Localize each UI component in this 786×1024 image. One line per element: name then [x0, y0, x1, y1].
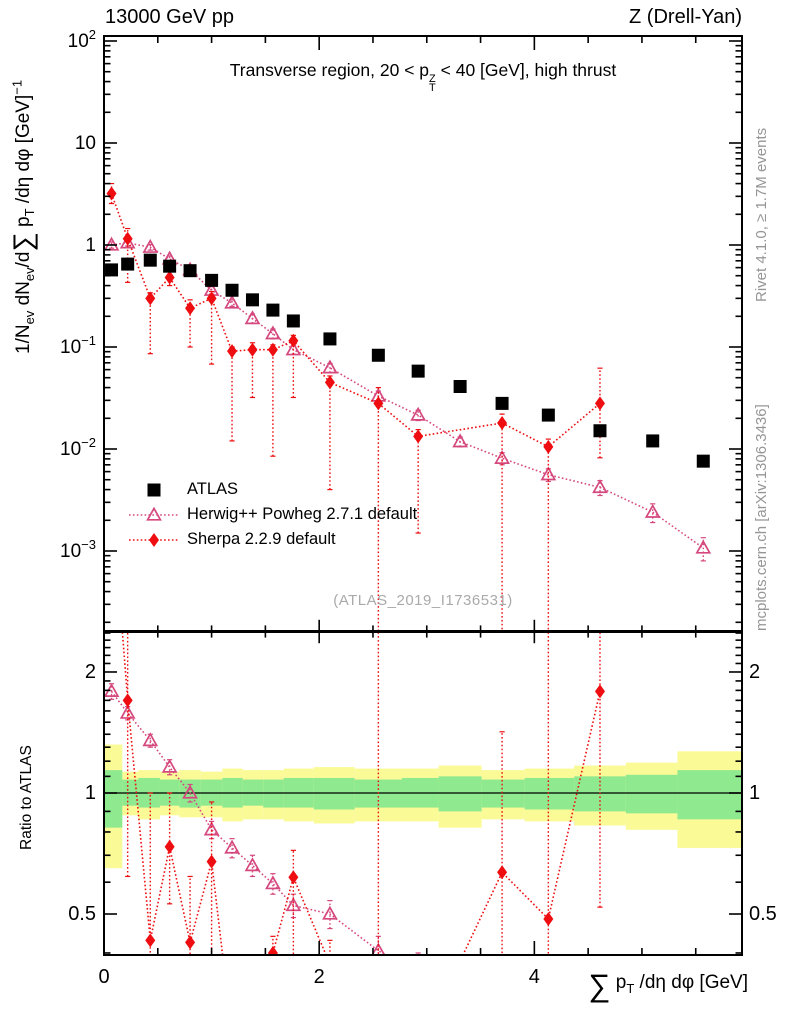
- tick-labels: 102 10 1 10−1 10−2 10−3 2 2 1 1 0.5 0.5 0 2 4: [60, 27, 777, 988]
- svg-text:1: 1: [85, 782, 96, 804]
- triangle-open-icon: [129, 506, 179, 521]
- svg-text:4: 4: [529, 966, 540, 988]
- svg-text:1: 1: [85, 235, 96, 256]
- svg-text:10−3: 10−3: [60, 537, 96, 562]
- svg-text:10−2: 10−2: [60, 435, 96, 460]
- ratio-series-herwig++: [104, 683, 421, 955]
- legend-item-0: ATLAS: [128, 477, 417, 502]
- svg-text:2: 2: [749, 661, 760, 683]
- analysis-id-watermark: (ATLAS_2019_I1736531): [333, 592, 513, 609]
- rivet-version-note: Rivet 4.1.0, ≥ 1.7M events: [753, 127, 770, 302]
- legend-label: Sherpa 2.2.9 default: [187, 530, 336, 548]
- ratio-series-sherpa: [121, 632, 605, 955]
- ratio-uncertainty-bands: [104, 744, 742, 869]
- beam-energy-label: 13000 GeV pp: [105, 6, 234, 28]
- y-axis-label: 1/Nev dNev/d∑ pT /dη dφ [GeV]−1: [8, 79, 38, 354]
- mcplots-reference-note: mcplots.cern.ch [arXiv:1306.3436]: [753, 404, 770, 631]
- diamond-icon: [129, 532, 179, 547]
- axis-ticks: [103, 36, 742, 955]
- legend-item-2: Sherpa 2.2.9 default: [128, 527, 417, 552]
- svg-text:0: 0: [98, 966, 109, 988]
- svg-text:10−1: 10−1: [60, 333, 96, 358]
- ratio-panel-series: [104, 632, 605, 955]
- main-panel-series: [104, 182, 712, 631]
- ratio-y-axis-label: Ratio to ATLAS: [18, 745, 35, 850]
- legend: ATLAS Herwig++ Powheg 2.7.1 default Sherpa…: [128, 477, 417, 552]
- svg-text:10: 10: [75, 133, 96, 154]
- process-label: Z (Drell-Yan): [629, 6, 742, 28]
- svg-text:2: 2: [314, 966, 325, 988]
- main-series-sherpa: [106, 182, 605, 631]
- svg-text:1: 1: [749, 782, 760, 804]
- legend-label: ATLAS: [187, 480, 239, 498]
- legend-item-1: Herwig++ Powheg 2.7.1 default: [128, 502, 417, 527]
- svg-text:0.5: 0.5: [749, 903, 777, 925]
- svg-text:0.5: 0.5: [68, 903, 96, 925]
- svg-text:102: 102: [68, 27, 96, 52]
- svg-text:2: 2: [85, 661, 96, 683]
- main-series-atlas: [105, 253, 710, 468]
- x-axis-label: ∑ pT /dη dφ [GeV]: [588, 968, 748, 1003]
- legend-label: Herwig++ Powheg 2.7.1 default: [187, 505, 418, 523]
- square-icon: [147, 483, 161, 496]
